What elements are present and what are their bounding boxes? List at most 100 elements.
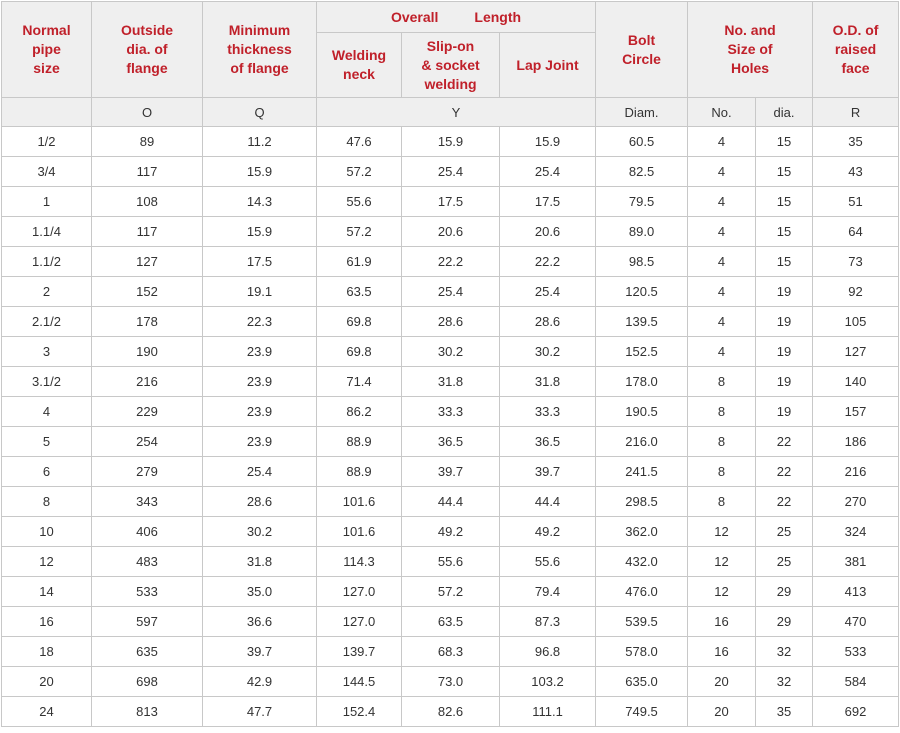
- cell-raised-face: 216: [812, 456, 900, 487]
- cell-thickness: 23.9: [202, 366, 317, 397]
- cell-hole-dia: 19: [755, 336, 814, 367]
- header-row-top: Normal pipe size Outside dia. of flange …: [1, 1, 900, 98]
- cell-pipe-size: 3.1/2: [1, 366, 92, 397]
- cell-hole-count: 4: [687, 246, 757, 277]
- cell-pipe-size: 6: [1, 456, 92, 487]
- table-row: 24 813 47.7 152.4 82.6 111.1 749.5 20 35 692: [1, 696, 900, 727]
- cell-hole-dia: 22: [755, 486, 814, 517]
- cell-raised-face: 105: [812, 306, 900, 337]
- cell-welding-neck: 57.2: [316, 216, 402, 247]
- cell-raised-face: 324: [812, 516, 900, 547]
- cell-welding-neck: 101.6: [316, 486, 402, 517]
- cell-pipe-size: 24: [1, 696, 92, 727]
- cell-pipe-size: 3/4: [1, 156, 92, 187]
- unit-size: [1, 97, 92, 127]
- header-lap-joint: Lap Joint: [498, 32, 597, 98]
- cell-welding-neck: 139.7: [316, 636, 402, 667]
- cell-outside-dia: 406: [91, 516, 203, 547]
- cell-hole-count: 4: [687, 276, 757, 307]
- cell-hole-dia: 22: [755, 456, 814, 487]
- cell-slip-on: 25.4: [401, 156, 500, 187]
- table-row: 12 483 31.8 114.3 55.6 55.6 432.0 12 25 381: [1, 546, 900, 577]
- cell-welding-neck: 61.9: [316, 246, 402, 277]
- cell-hole-dia: 15: [755, 246, 814, 277]
- cell-raised-face: 43: [812, 156, 900, 187]
- cell-raised-face: 533: [812, 636, 900, 667]
- cell-pipe-size: 3: [1, 336, 92, 367]
- cell-hole-count: 12: [687, 516, 757, 547]
- unit-diam: Diam.: [595, 97, 689, 127]
- cell-pipe-size: 18: [1, 636, 92, 667]
- cell-thickness: 42.9: [202, 666, 317, 697]
- cell-bolt-circle: 152.5: [595, 336, 689, 367]
- cell-hole-count: 16: [687, 636, 757, 667]
- cell-hole-count: 4: [687, 306, 757, 337]
- table-row: 8 343 28.6 101.6 44.4 44.4 298.5 8 22 270: [1, 486, 900, 517]
- cell-bolt-circle: 178.0: [595, 366, 689, 397]
- cell-outside-dia: 343: [91, 486, 203, 517]
- table-row: 1/2 89 11.2 47.6 15.9 15.9 60.5 4 15 35: [1, 126, 900, 157]
- cell-hole-dia: 29: [755, 576, 814, 607]
- cell-thickness: 39.7: [202, 636, 317, 667]
- cell-raised-face: 127: [812, 336, 900, 367]
- cell-bolt-circle: 362.0: [595, 516, 689, 547]
- header-min-thickness: Minimum thickness of flange: [202, 1, 317, 98]
- cell-outside-dia: 127: [91, 246, 203, 277]
- header-bolt-circle: Bolt Circle: [595, 1, 689, 98]
- table-row: 2.1/2 178 22.3 69.8 28.6 28.6 139.5 4 19 105: [1, 306, 900, 337]
- header-row-sub: Welding neck Slip-on & socket welding La…: [2, 32, 899, 98]
- cell-lap-joint: 20.6: [498, 216, 597, 247]
- unit-q: Q: [202, 97, 317, 127]
- cell-raised-face: 584: [812, 666, 900, 697]
- cell-outside-dia: 152: [91, 276, 203, 307]
- cell-pipe-size: 1.1/4: [1, 216, 92, 247]
- cell-pipe-size: 1: [1, 186, 92, 217]
- cell-outside-dia: 117: [91, 216, 203, 247]
- cell-raised-face: 64: [812, 216, 900, 247]
- cell-welding-neck: 69.8: [316, 306, 402, 337]
- header-slip-on: Slip-on & socket welding: [401, 32, 500, 98]
- cell-thickness: 23.9: [202, 396, 317, 427]
- cell-outside-dia: 533: [91, 576, 203, 607]
- cell-hole-dia: 19: [755, 306, 814, 337]
- cell-bolt-circle: 216.0: [595, 426, 689, 457]
- header-welding-neck: Welding neck: [316, 32, 402, 98]
- cell-raised-face: 51: [812, 186, 900, 217]
- cell-slip-on: 39.7: [401, 456, 500, 487]
- cell-slip-on: 20.6: [401, 216, 500, 247]
- cell-bolt-circle: 635.0: [595, 666, 689, 697]
- cell-slip-on: 25.4: [401, 276, 500, 307]
- cell-outside-dia: 813: [91, 696, 203, 727]
- cell-hole-dia: 15: [755, 186, 814, 217]
- cell-slip-on: 36.5: [401, 426, 500, 457]
- cell-slip-on: 44.4: [401, 486, 500, 517]
- cell-raised-face: 381: [812, 546, 900, 577]
- table-row: 5 254 23.9 88.9 36.5 36.5 216.0 8 22 186: [1, 426, 900, 457]
- unit-y: Y: [315, 97, 597, 127]
- cell-welding-neck: 101.6: [316, 516, 402, 547]
- cell-raised-face: 692: [812, 696, 900, 727]
- cell-lap-joint: 39.7: [498, 456, 597, 487]
- cell-raised-face: 35: [812, 126, 900, 157]
- cell-pipe-size: 16: [1, 606, 92, 637]
- cell-outside-dia: 229: [91, 396, 203, 427]
- cell-bolt-circle: 89.0: [595, 216, 689, 247]
- cell-raised-face: 186: [812, 426, 900, 457]
- cell-welding-neck: 71.4: [316, 366, 402, 397]
- cell-welding-neck: 69.8: [316, 336, 402, 367]
- cell-lap-joint: 22.2: [498, 246, 597, 277]
- cell-lap-joint: 96.8: [498, 636, 597, 667]
- cell-hole-count: 12: [687, 576, 757, 607]
- cell-hole-count: 8: [687, 426, 757, 457]
- cell-thickness: 23.9: [202, 426, 317, 457]
- cell-lap-joint: 31.8: [498, 366, 597, 397]
- table-row: 20 698 42.9 144.5 73.0 103.2 635.0 20 32 584: [1, 666, 900, 697]
- cell-hole-count: 8: [687, 366, 757, 397]
- header-outside-dia: Outside dia. of flange: [91, 1, 203, 98]
- cell-slip-on: 22.2: [401, 246, 500, 277]
- cell-slip-on: 63.5: [401, 606, 500, 637]
- cell-hole-count: 8: [687, 396, 757, 427]
- cell-welding-neck: 55.6: [316, 186, 402, 217]
- cell-hole-count: 4: [687, 186, 757, 217]
- cell-bolt-circle: 60.5: [595, 126, 689, 157]
